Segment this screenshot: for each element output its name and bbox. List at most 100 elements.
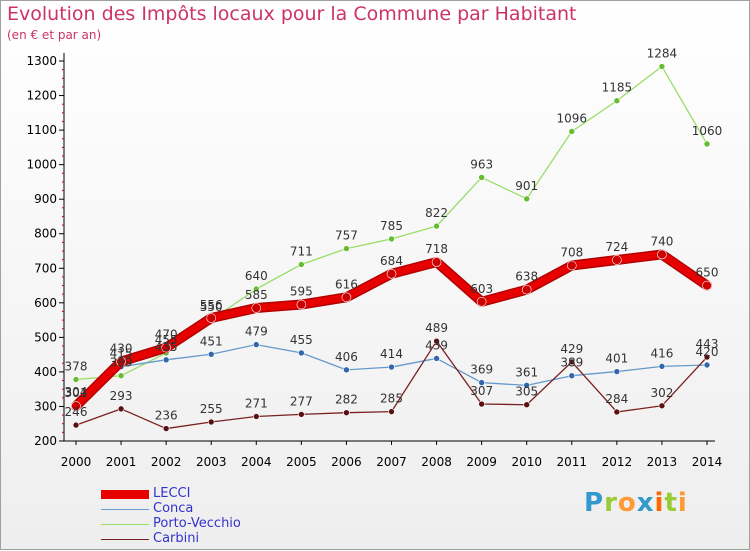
data-point-conca bbox=[252, 341, 260, 348]
data-label-porto-vecchio: 963 bbox=[470, 157, 493, 171]
legend-swatch-porto-vecchio bbox=[101, 524, 149, 525]
legend-label-lecci: LECCI bbox=[153, 486, 191, 501]
data-label-carbini: 307 bbox=[470, 384, 493, 398]
y-tick-label: 700 bbox=[34, 261, 57, 275]
data-label-conca: 414 bbox=[380, 347, 403, 361]
logo-letter: t bbox=[664, 488, 678, 518]
data-point-carbini bbox=[478, 400, 485, 408]
data-label-conca: 420 bbox=[696, 345, 719, 359]
data-point-conca bbox=[162, 356, 170, 364]
data-label-lecci: 684 bbox=[380, 254, 403, 268]
data-point-conca bbox=[658, 363, 666, 370]
data-label-conca: 415 bbox=[110, 347, 133, 361]
x-tick-label: 2000 bbox=[61, 455, 92, 469]
data-point-porto-vecchio bbox=[703, 140, 711, 148]
data-point-lecci bbox=[71, 401, 81, 411]
data-point-lecci bbox=[431, 257, 442, 267]
data-point-carbini bbox=[72, 421, 80, 429]
y-tick-label: 600 bbox=[34, 296, 57, 310]
data-label-porto-vecchio: 1096 bbox=[557, 111, 588, 125]
data-label-conca: 369 bbox=[470, 363, 493, 377]
data-point-porto-vecchio bbox=[343, 245, 350, 252]
x-tick-label: 2002 bbox=[151, 455, 182, 469]
legend-label-porto-vecchio: Porto-Vecchio bbox=[153, 516, 241, 531]
data-label-carbini: 305 bbox=[515, 385, 538, 399]
data-label-porto-vecchio: 640 bbox=[245, 269, 268, 283]
y-tick-label: 1100 bbox=[26, 123, 57, 137]
data-point-porto-vecchio bbox=[298, 261, 305, 268]
legend-swatch-conca bbox=[101, 509, 149, 510]
y-tick-label: 800 bbox=[34, 227, 57, 241]
x-tick-label: 2006 bbox=[331, 455, 362, 469]
data-label-carbini: 236 bbox=[155, 409, 178, 423]
data-point-conca bbox=[388, 363, 395, 371]
data-label-conca: 401 bbox=[605, 352, 628, 366]
data-label-conca: 479 bbox=[245, 325, 268, 339]
data-label-carbini: 293 bbox=[110, 389, 133, 403]
data-point-conca bbox=[478, 379, 485, 386]
data-label-porto-vecchio: 1185 bbox=[602, 81, 633, 95]
data-label-carbini: 443 bbox=[696, 337, 719, 351]
x-tick-label: 2013 bbox=[647, 455, 678, 469]
data-point-carbini bbox=[703, 353, 711, 361]
data-point-lecci bbox=[161, 342, 171, 353]
y-tick-label: 500 bbox=[34, 330, 57, 344]
data-label-porto-vecchio: 711 bbox=[290, 244, 313, 258]
data-label-porto-vecchio: 785 bbox=[380, 219, 403, 233]
x-tick-label: 2003 bbox=[196, 455, 227, 469]
legend-swatch-carbini bbox=[101, 539, 149, 540]
data-point-conca bbox=[207, 350, 215, 358]
data-label-conca: 416 bbox=[650, 346, 673, 360]
data-label-conca: 435 bbox=[155, 340, 178, 354]
x-tick-label: 2007 bbox=[376, 455, 407, 469]
data-point-lecci bbox=[566, 260, 577, 271]
data-label-carbini: 282 bbox=[335, 393, 358, 407]
data-point-porto-vecchio bbox=[613, 97, 621, 105]
data-point-porto-vecchio bbox=[658, 63, 666, 70]
x-tick-label: 2005 bbox=[286, 455, 317, 469]
data-point-carbini bbox=[252, 413, 260, 420]
data-point-carbini bbox=[117, 405, 125, 413]
data-point-carbini bbox=[343, 409, 350, 416]
data-point-lecci bbox=[386, 268, 397, 279]
data-label-lecci: 585 bbox=[245, 288, 268, 302]
data-label-carbini: 277 bbox=[290, 394, 313, 408]
data-point-porto-vecchio bbox=[388, 235, 395, 243]
data-label-carbini: 285 bbox=[380, 392, 403, 406]
logo-letter: x bbox=[636, 488, 655, 518]
y-tick-label: 1200 bbox=[26, 89, 57, 103]
data-point-carbini bbox=[298, 411, 305, 418]
y-tick-label: 1300 bbox=[26, 54, 57, 68]
data-label-porto-vecchio: 389 bbox=[110, 356, 133, 370]
data-label-porto-vecchio: 901 bbox=[515, 179, 538, 193]
data-label-conca: 361 bbox=[515, 365, 538, 379]
data-point-porto-vecchio bbox=[478, 174, 485, 181]
data-point-porto-vecchio bbox=[72, 376, 80, 383]
data-point-conca bbox=[433, 355, 440, 362]
data-label-lecci: 595 bbox=[290, 285, 313, 299]
data-point-carbini bbox=[388, 408, 395, 415]
data-label-carbini: 255 bbox=[200, 402, 223, 416]
x-tick-label: 2004 bbox=[241, 455, 272, 469]
data-label-conca: 455 bbox=[290, 333, 313, 347]
data-point-lecci bbox=[612, 255, 622, 265]
data-point-carbini bbox=[433, 337, 440, 345]
data-label-carbini: 271 bbox=[245, 396, 268, 410]
data-label-porto-vecchio: 822 bbox=[425, 206, 448, 220]
data-point-carbini bbox=[207, 418, 215, 426]
data-point-carbini bbox=[568, 358, 576, 366]
data-point-porto-vecchio bbox=[117, 372, 125, 380]
data-label-conca: 451 bbox=[200, 334, 223, 348]
data-label-lecci: 650 bbox=[696, 266, 719, 280]
data-label-lecci: 603 bbox=[470, 282, 493, 296]
data-label-carbini: 429 bbox=[560, 342, 583, 356]
logo-letter: i bbox=[677, 488, 688, 518]
data-label-carbini: 302 bbox=[650, 386, 673, 400]
data-label-lecci: 301 bbox=[65, 386, 88, 400]
data-label-lecci: 740 bbox=[650, 234, 673, 248]
data-label-conca: 406 bbox=[335, 350, 358, 364]
data-label-carbini: 246 bbox=[65, 405, 88, 419]
x-tick-label: 2009 bbox=[466, 455, 497, 469]
x-tick-label: 2012 bbox=[602, 455, 633, 469]
data-point-carbini bbox=[658, 402, 666, 410]
